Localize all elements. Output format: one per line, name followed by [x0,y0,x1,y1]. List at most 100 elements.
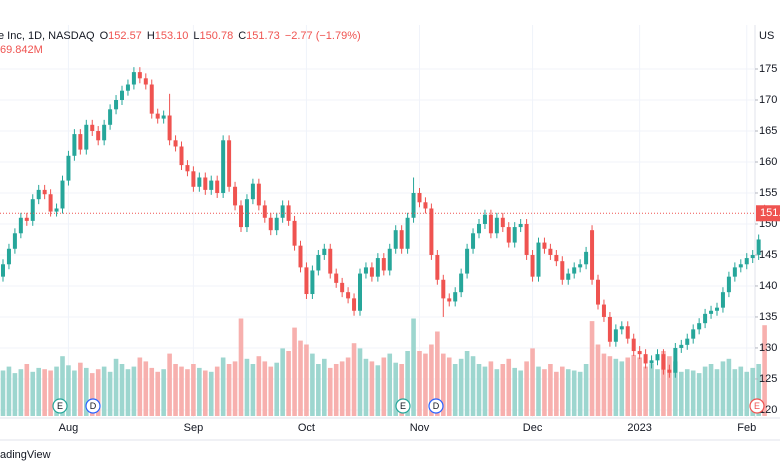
volume-bar [744,371,750,416]
candle-body [96,130,101,141]
volume-bar [274,362,279,416]
event-label: D [433,401,440,411]
volume-bar [66,365,71,416]
candle-body [500,217,505,228]
candle-body [54,208,59,212]
last-price-tag [756,205,780,222]
volume-bar [48,370,53,416]
candle-body [48,194,53,212]
candle-body [709,310,714,314]
candle-body [363,267,368,274]
candle-body [703,313,708,324]
currency-label: US [759,30,774,42]
candle-body [334,273,339,283]
candle-body [435,254,440,280]
volume-bar [6,366,12,416]
volume-bar [720,361,726,416]
candle-body [661,354,666,370]
candle-body [542,242,547,249]
event-marker: D [85,398,101,414]
candle-body [125,84,130,91]
candle-body [548,248,553,255]
volume-bar [542,369,547,416]
volume-bar [667,356,672,416]
candle-body [120,90,124,101]
candle-body [262,205,267,218]
candle-body [131,72,136,85]
candle-body [143,78,148,85]
volume-bar [304,344,309,416]
legend-value: 151.73 [246,30,280,42]
volume-bar [738,366,744,416]
x-tick-label: Oct [298,422,315,434]
volume-bar [351,343,357,416]
y-tick-label: 145 [759,249,777,261]
candle-body [78,134,83,150]
volume-bar [119,364,125,416]
volume-bar [113,358,119,416]
candle-body [387,248,392,271]
candle-body [613,329,618,342]
candle-body [239,205,243,228]
volume-bar [726,358,732,416]
volume-bar [536,366,541,416]
volume-bar [649,364,654,416]
volume-bar [327,367,333,416]
volume-bar [548,364,553,416]
candle-body [732,267,737,277]
candle-body [691,329,696,339]
candle-body [298,245,303,268]
legend-key: H [147,30,155,42]
candle-body [756,239,761,255]
candle-body [30,199,35,221]
volume-bar [226,364,232,416]
candle-body [316,254,321,271]
x-tick-label: 2023 [627,422,651,434]
x-tick-label: Nov [410,422,430,434]
volume-bar [173,364,178,416]
volume-bar [89,373,95,416]
volume-bar [131,366,137,416]
candle-body [173,140,178,147]
volume-bar [298,340,303,416]
y-tick-label: 140 [759,280,777,292]
volume-bar [661,351,666,416]
candle-body [411,192,416,218]
candle-body [631,338,636,352]
volume-bar [464,351,470,416]
volume-bar [411,318,416,416]
volume-bar [357,348,363,416]
brand: adingView [0,449,51,461]
volume-bar [429,344,434,416]
volume-bar [655,369,660,416]
x-tick-label: Feb [737,422,756,434]
candle-body [36,189,41,200]
candle-body [6,248,11,265]
volume-bar [643,366,648,416]
volume-bar [756,364,761,416]
candle-body [488,214,493,234]
candle-body [477,223,481,234]
volume-bar [381,357,387,416]
candle-body [572,267,577,274]
candle-body [1,264,5,277]
candle-body [209,180,214,190]
volume-bar [244,358,250,416]
volume-bar [149,367,155,416]
candle-body [494,217,499,234]
candle-body [250,183,255,200]
candle-body [268,217,273,231]
candle-body [274,217,279,231]
y-tick-label: 125 [759,373,777,385]
volume-bar [101,366,107,416]
event-badge [85,398,101,414]
candle-body [578,264,583,268]
legend-value: 152.57 [108,30,142,42]
candle-body [649,360,654,364]
event-marker: E [52,398,68,414]
volume-bar [500,364,506,416]
candle-body [191,171,196,187]
volume-bar [310,353,315,416]
volume-bar [12,373,18,416]
